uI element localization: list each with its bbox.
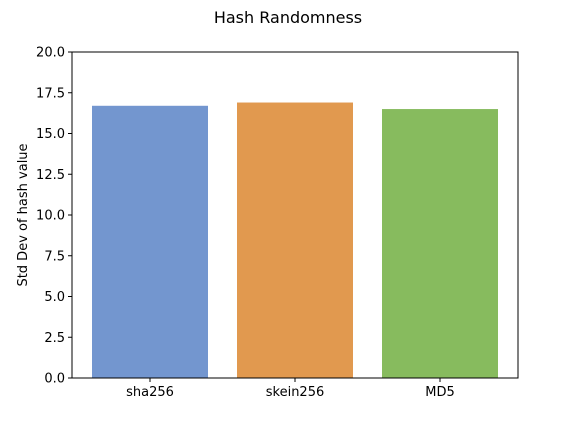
y-tick-label: 0.0: [44, 372, 65, 387]
x-axis-ticks: sha256 skein256 MD5: [126, 378, 455, 400]
y-tick-label: 20.0: [36, 46, 65, 61]
x-tick-label: skein256: [266, 385, 325, 400]
x-tick-label: MD5: [425, 385, 455, 400]
y-tick-label: 15.0: [36, 127, 65, 142]
chart-title: Hash Randomness: [214, 8, 362, 27]
bar-skein256: [237, 102, 353, 378]
y-tick-label: 2.5: [44, 331, 65, 346]
y-axis-ticks: 0.0 2.5 5.0 7.5 10.0 12.5 15.0 17.5 20.0: [36, 46, 72, 387]
plot-frame: [71, 51, 519, 379]
bars-group: [92, 102, 498, 379]
y-axis-label: Std Dev of hash value: [16, 143, 31, 286]
y-tick-label: 10.0: [36, 209, 65, 224]
y-tick-label: 7.5: [44, 249, 65, 264]
x-tick-label: sha256: [126, 385, 174, 400]
y-tick-label: 5.0: [44, 290, 65, 305]
bar-md5: [382, 109, 498, 379]
bar-sha256: [92, 105, 208, 378]
y-tick-label: 12.5: [36, 168, 65, 183]
y-tick-label: 17.5: [36, 86, 65, 101]
